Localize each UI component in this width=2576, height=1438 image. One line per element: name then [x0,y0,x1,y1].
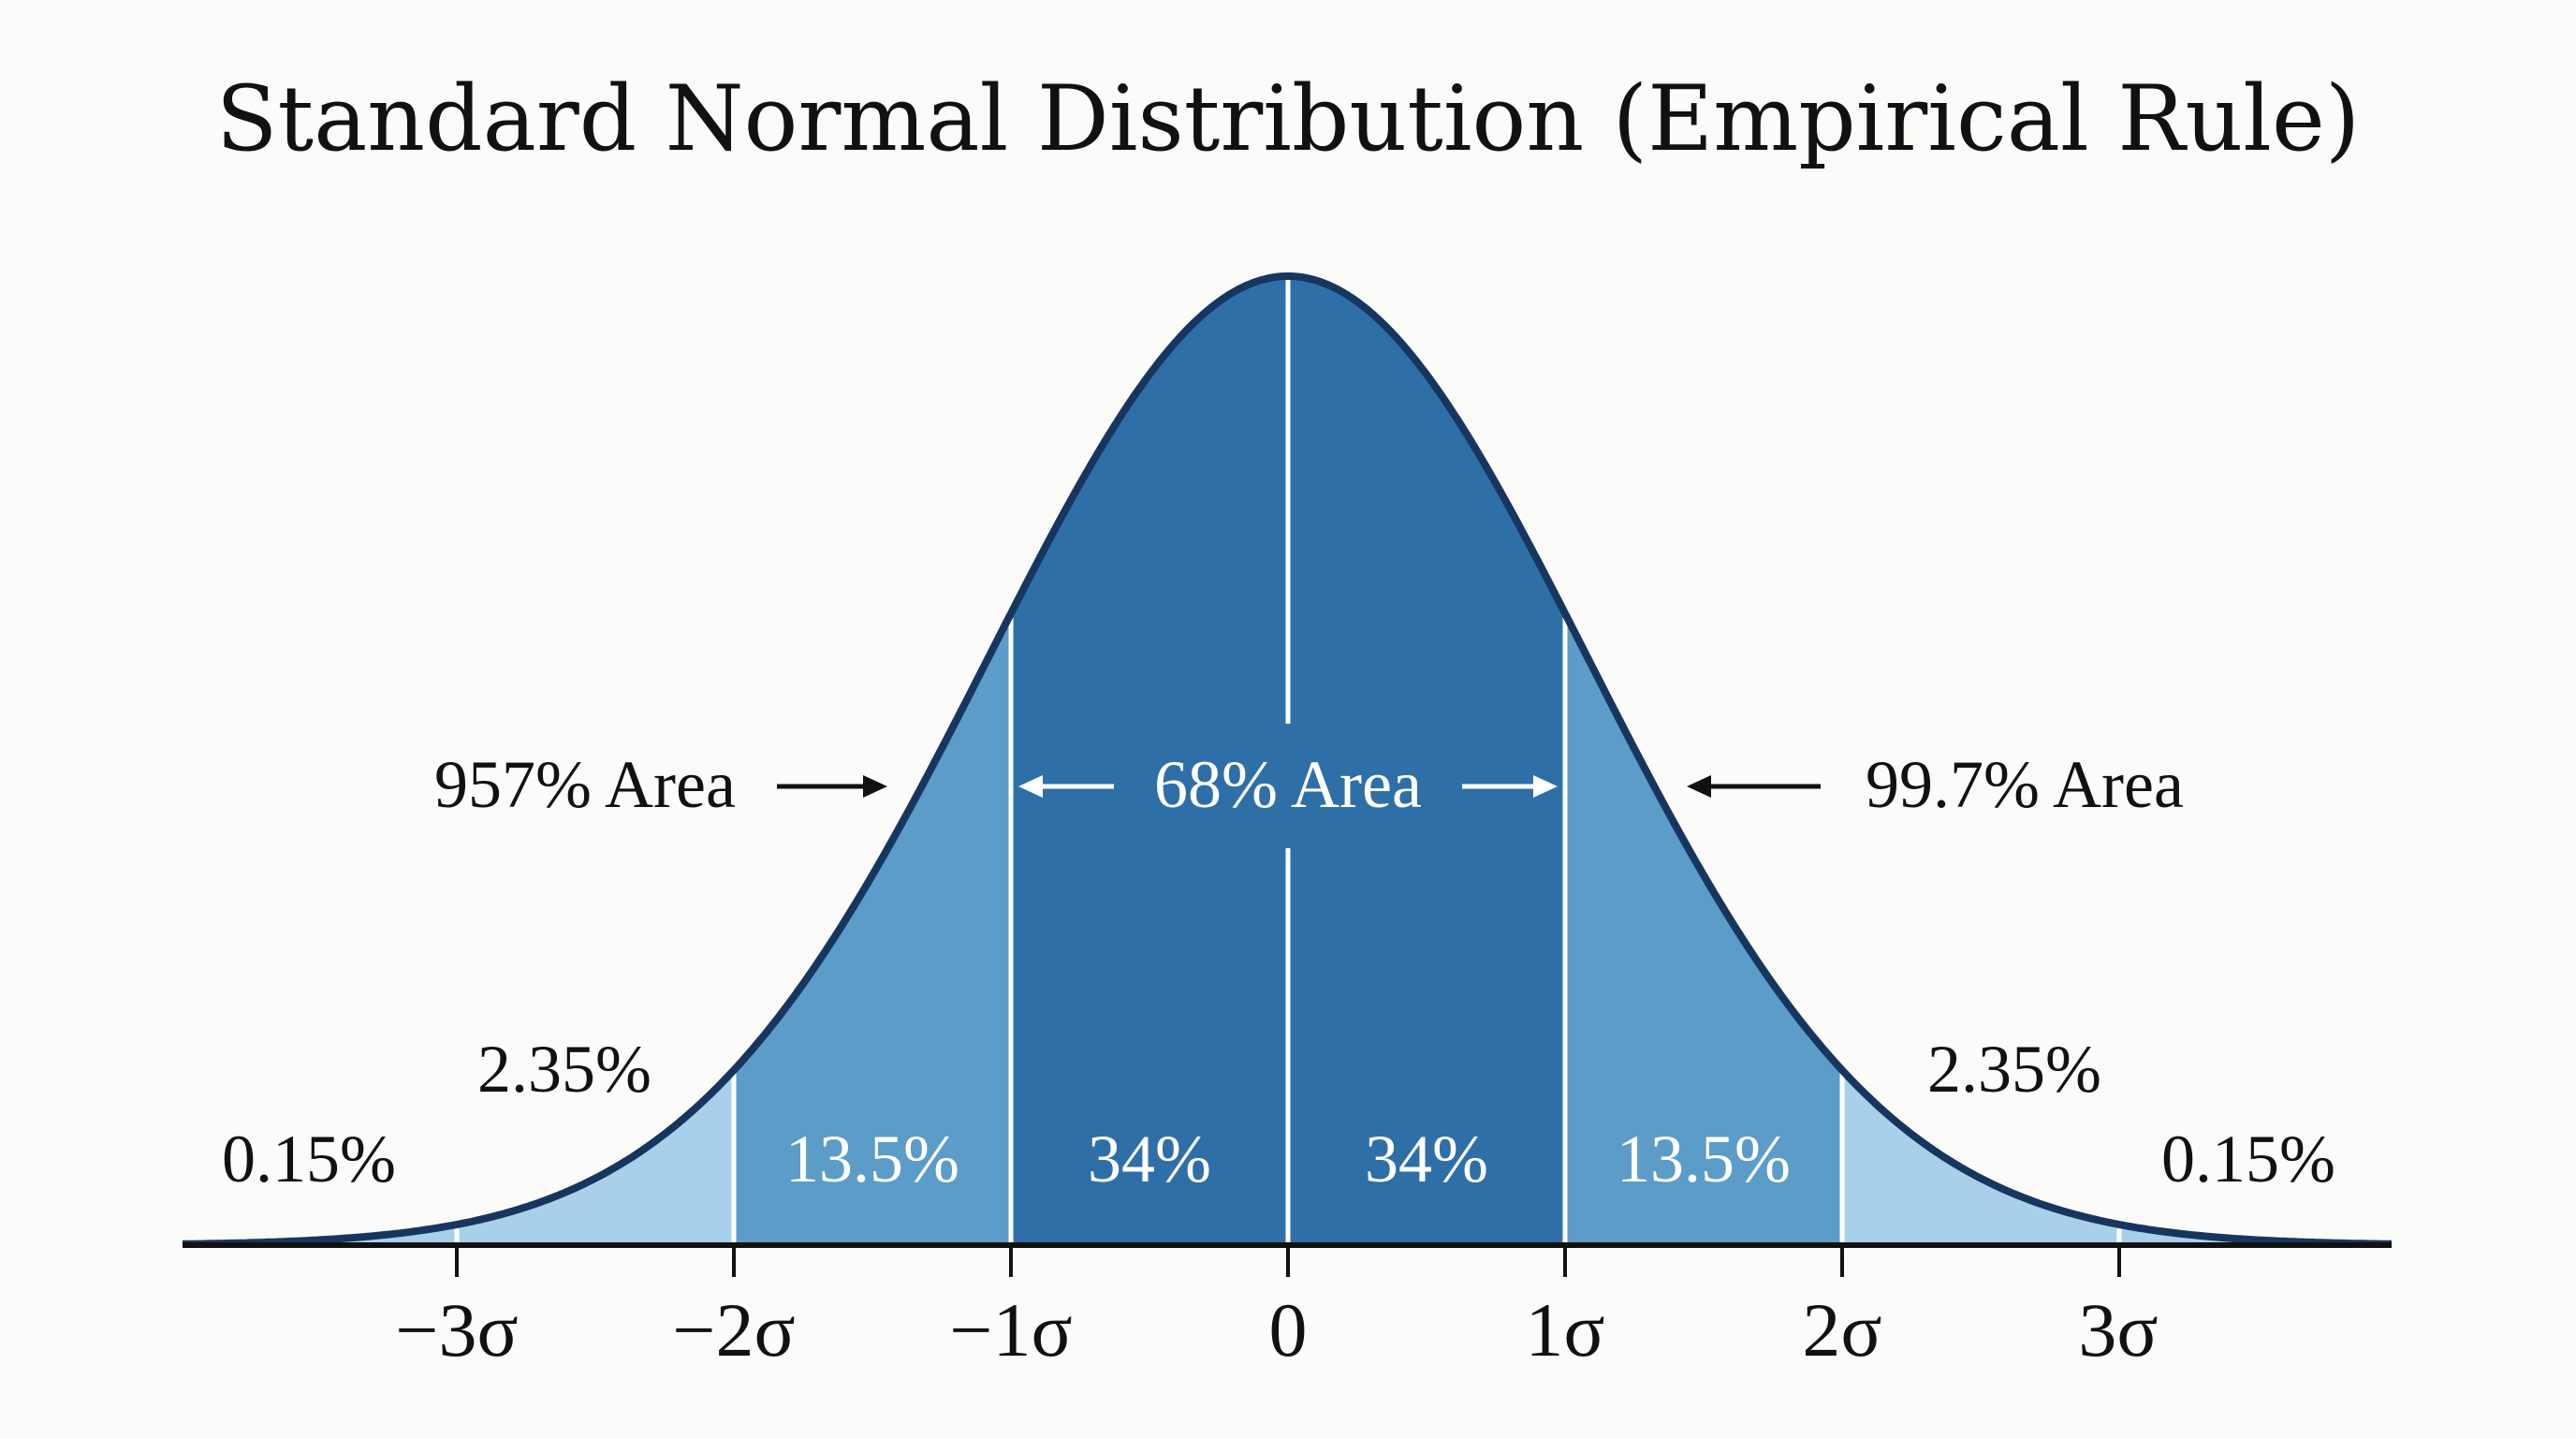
label-far-right: 0.15% [2161,1122,2335,1196]
tick-label-pos3: 3σ [2078,1287,2158,1372]
label-right-outer: 2.35% [1927,1032,2101,1107]
arrow-left-icon [1687,775,1821,798]
annotation-95-label: 957% Area [434,747,736,822]
arrow-right-icon [1462,775,1558,798]
annotation-99-7-label: 99.7% Area [1866,747,2184,822]
x-axis-ticks [455,1245,2121,1277]
label-far-left: 0.15% [222,1122,396,1196]
tick-label-pos1: 1σ [1525,1287,1604,1372]
tick-label-zero: 0 [1269,1287,1308,1372]
annotation-68-label: 68% Area [1154,747,1422,822]
tick-label-neg1: −1σ [949,1287,1072,1372]
arrow-right-icon [777,775,887,798]
label-left-mid: 13.5% [785,1122,959,1196]
label-right-center: 34% [1365,1122,1488,1196]
tick-label-neg2: −2σ [672,1287,795,1372]
label-right-mid: 13.5% [1617,1122,1791,1196]
chart-title: Standard Normal Distribution (Empirical … [216,66,2361,171]
bell-curve-outline [182,272,2392,1248]
label-left-outer: 2.35% [477,1032,651,1107]
tick-label-neg3: −3σ [395,1287,518,1372]
tick-label-pos2: 2σ [1802,1287,1881,1372]
label-left-center: 34% [1088,1122,1211,1196]
arrow-left-icon [1018,775,1114,798]
